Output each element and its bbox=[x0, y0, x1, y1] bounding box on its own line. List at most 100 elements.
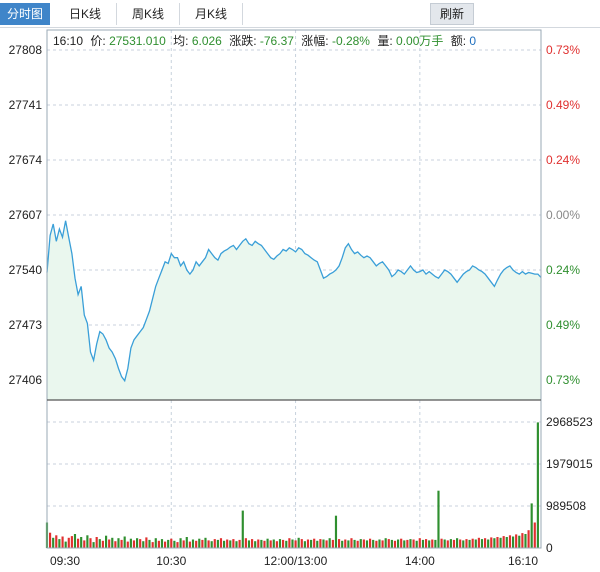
volume-bar bbox=[285, 540, 288, 548]
time-tick-label: 12:00/13:00 bbox=[264, 554, 328, 568]
volume-bar bbox=[272, 539, 275, 548]
tab-intraday[interactable]: 分时图 bbox=[0, 3, 50, 25]
pct-tick-label: 0.73% bbox=[546, 373, 580, 387]
volume-bar bbox=[201, 539, 204, 548]
volume-tick-label: 1979015 bbox=[546, 457, 593, 471]
volume-bar bbox=[77, 538, 80, 548]
tab-divider bbox=[0, 27, 600, 28]
refresh-button[interactable]: 刷新 bbox=[430, 3, 474, 25]
volume-bar bbox=[226, 539, 229, 548]
volume-bar bbox=[238, 539, 241, 548]
info-avg: 6.026 bbox=[192, 34, 222, 48]
volume-bar bbox=[207, 540, 210, 548]
volume-bar bbox=[456, 538, 459, 548]
tab-weekly-k[interactable]: 周K线 bbox=[117, 3, 180, 25]
volume-bar bbox=[278, 539, 282, 548]
volume-bar bbox=[275, 541, 278, 548]
volume-bar bbox=[496, 537, 499, 548]
volume-bar bbox=[132, 540, 136, 548]
volume-bar bbox=[484, 538, 487, 548]
volume-bar bbox=[359, 539, 362, 548]
volume-bar bbox=[70, 536, 73, 548]
volume-bar bbox=[443, 539, 446, 548]
info-pct-label: 涨幅: bbox=[301, 33, 328, 48]
volume-bar bbox=[148, 539, 151, 548]
info-avg-label: 均: bbox=[173, 34, 188, 48]
volume-bar bbox=[179, 538, 182, 548]
volume-bar bbox=[310, 539, 313, 548]
volume-bar bbox=[101, 540, 104, 548]
tab-daily-k[interactable]: 日K线 bbox=[54, 3, 117, 25]
volume-bar bbox=[176, 542, 179, 548]
volume-bar bbox=[487, 539, 490, 548]
info-change-label: 涨跌: bbox=[229, 33, 256, 48]
volume-bar bbox=[182, 540, 185, 548]
info-amount: 0 bbox=[469, 34, 476, 48]
volume-bar bbox=[437, 490, 440, 548]
volume-bar bbox=[52, 537, 55, 548]
tab-monthly-k[interactable]: 月K线 bbox=[180, 3, 243, 25]
volume-bar bbox=[502, 536, 505, 548]
info-price: 27531.010 bbox=[109, 34, 166, 48]
volume-bar bbox=[459, 539, 462, 548]
volume-bar bbox=[67, 537, 70, 548]
volume-bar bbox=[328, 538, 331, 548]
volume-bar bbox=[145, 537, 148, 548]
pct-tick-label: 0.00% bbox=[546, 208, 580, 222]
price-tick-label: 27406 bbox=[9, 373, 43, 387]
volume-bar bbox=[266, 538, 269, 548]
pct-tick-label: 0.24% bbox=[546, 263, 580, 277]
volume-tick-label: 2968523 bbox=[546, 415, 593, 429]
axis-labels: 27808 0.73% 27741 0.49% 27674 0.24% 27607 0.00%… bbox=[9, 43, 593, 568]
volume-bar bbox=[393, 540, 397, 548]
volume-bar bbox=[64, 541, 67, 548]
price-tick-label: 27741 bbox=[9, 98, 43, 112]
volume-bar bbox=[421, 539, 425, 548]
info-vol-label: 量: bbox=[377, 34, 392, 48]
volume-bar bbox=[129, 538, 132, 548]
volume-bar bbox=[415, 540, 418, 548]
volume-bar bbox=[387, 539, 390, 548]
volume-bar bbox=[263, 540, 266, 548]
volume-bar bbox=[412, 539, 415, 548]
volume-bar bbox=[356, 540, 359, 548]
volume-bar bbox=[58, 539, 61, 548]
volume-bar bbox=[229, 540, 232, 548]
volume-bar bbox=[219, 538, 223, 548]
volume-bars bbox=[45, 422, 539, 548]
volume-bar bbox=[164, 541, 167, 548]
volume-bar bbox=[247, 540, 251, 548]
volume-bar bbox=[471, 538, 474, 548]
volume-bar bbox=[325, 540, 328, 548]
volume-bar bbox=[204, 537, 207, 548]
volume-bar bbox=[198, 538, 201, 548]
volume-bar bbox=[493, 538, 496, 548]
volume-bar bbox=[244, 538, 247, 548]
volume-bar bbox=[406, 539, 409, 548]
volume-tick-label: 0 bbox=[546, 541, 553, 555]
volume-bar bbox=[505, 537, 508, 548]
pct-tick-label: 0.49% bbox=[546, 318, 580, 332]
pct-tick-label: 0.24% bbox=[546, 153, 580, 167]
volume-bar bbox=[257, 539, 260, 548]
volume-bar bbox=[73, 534, 77, 548]
volume-bar bbox=[331, 539, 334, 548]
volume-bar bbox=[409, 539, 412, 548]
volume-bar bbox=[403, 540, 406, 548]
volume-tick-label: 989508 bbox=[546, 499, 586, 513]
price-tick-label: 27473 bbox=[9, 318, 43, 332]
volume-bar bbox=[294, 540, 297, 548]
volume-bar bbox=[440, 538, 443, 548]
volume-bar bbox=[98, 539, 101, 548]
volume-bar bbox=[369, 538, 372, 548]
volume-bar bbox=[142, 541, 145, 548]
volume-bar bbox=[316, 540, 319, 548]
volume-bar bbox=[95, 537, 98, 548]
volume-bar bbox=[291, 539, 294, 548]
volume-bar bbox=[188, 541, 191, 548]
volume-bar bbox=[111, 537, 114, 548]
volume-bar bbox=[521, 533, 524, 548]
price-tick-label: 27540 bbox=[9, 263, 43, 277]
pct-tick-label: 0.49% bbox=[546, 98, 580, 112]
volume-bar bbox=[126, 541, 129, 548]
